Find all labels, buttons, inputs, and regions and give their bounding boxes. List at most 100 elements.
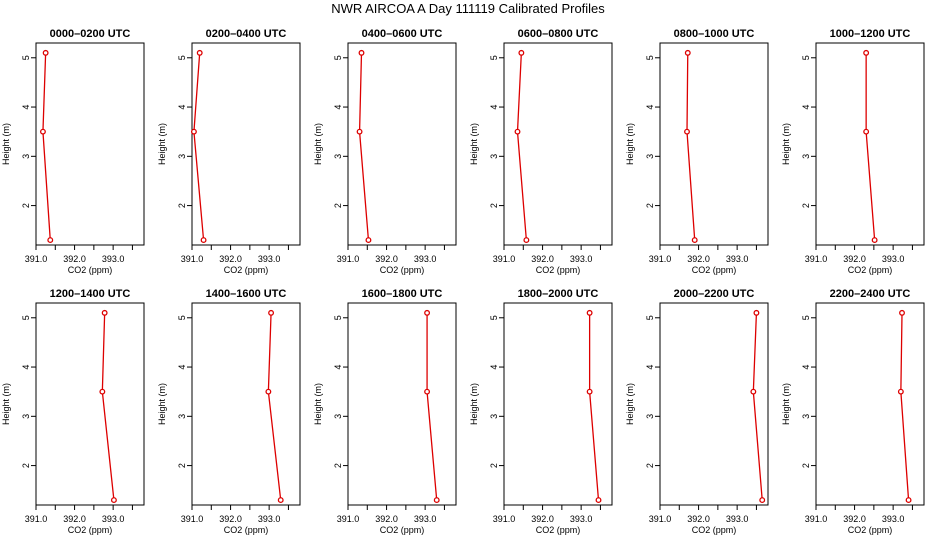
y-tick-label: 2 [333,463,343,468]
y-tick-label: 2 [21,203,31,208]
x-tick-label: 391.0 [181,254,204,264]
x-axis-label: CO2 (ppm) [224,265,269,275]
y-tick-label: 3 [177,154,187,159]
profile-panel: 1000–1200 UTC 391.0 392.0 393.0 2 3 4 5 CO2 (ppm… [781,28,925,275]
profile-line [42,52,51,241]
data-point [514,128,521,135]
data-point [684,49,691,56]
y-tick-label: 5 [333,55,343,60]
x-axis-label: CO2 (ppm) [848,525,893,535]
x-axis-label: CO2 (ppm) [68,525,113,535]
data-point [358,49,365,56]
profile-panel: 2000–2200 UTC 391.0 392.0 393.0 2 3 4 5 CO2 (ppm… [625,288,769,535]
x-axis-label: CO2 (ppm) [536,525,581,535]
y-tick-label: 3 [21,154,31,159]
y-axis-label: Height (m) [625,383,635,425]
panel-title: 2000–2200 UTC [674,288,755,300]
profile-line [358,52,370,241]
data-point [356,128,363,135]
x-tick-label: 393.0 [414,514,437,524]
x-tick-label: 393.0 [258,254,281,264]
panel-title: 2200–2400 UTC [830,288,911,300]
x-tick-label: 392.0 [843,514,866,524]
y-tick-label: 3 [645,154,655,159]
data-point [518,49,525,56]
data-point [190,128,197,135]
x-tick-label: 392.0 [219,514,242,524]
data-point [863,128,870,135]
panel-title: 1000–1200 UTC [830,28,911,40]
x-tick-label: 393.0 [882,254,905,264]
profile-panel: 1200–1400 UTC 391.0 392.0 393.0 2 3 4 5 CO2 (ppm… [1,288,145,535]
y-tick-label: 3 [333,154,343,159]
data-point [268,309,275,316]
data-point [759,497,766,504]
x-axis-label: CO2 (ppm) [692,265,737,275]
data-point [99,388,106,395]
y-tick-label: 5 [333,315,343,320]
x-tick-label: 391.0 [181,514,204,524]
x-axis-label: CO2 (ppm) [692,525,737,535]
y-tick-label: 5 [21,55,31,60]
y-tick-label: 2 [489,203,499,208]
plot-frame [659,302,769,506]
data-point [277,497,284,504]
x-tick-label: 391.0 [649,514,672,524]
profile-line [686,52,696,241]
data-point [595,497,602,504]
x-axis-label: CO2 (ppm) [848,265,893,275]
data-point [753,309,760,316]
x-tick-label: 393.0 [726,514,749,524]
data-point [42,49,49,56]
data-point [523,237,530,244]
x-tick-label: 393.0 [570,254,593,264]
y-tick-label: 5 [489,55,499,60]
x-tick-label: 392.0 [375,254,398,264]
profile-panel: 1400–1600 UTC 391.0 392.0 393.0 2 3 4 5 CO2 (ppm… [157,288,301,535]
y-tick-label: 4 [177,365,187,370]
profile-line [588,312,600,501]
y-axis-label: Height (m) [1,123,11,165]
profile-line [267,312,282,501]
x-tick-label: 393.0 [570,514,593,524]
x-axis-label: CO2 (ppm) [380,525,425,535]
x-tick-label: 392.0 [843,254,866,264]
profile-line [900,312,910,501]
y-tick-label: 3 [489,414,499,419]
plot-frame [659,42,769,246]
x-tick-label: 392.0 [219,254,242,264]
data-point [750,388,757,395]
y-tick-label: 5 [645,315,655,320]
y-tick-label: 4 [21,365,31,370]
x-tick-label: 391.0 [493,254,516,264]
y-tick-label: 5 [21,315,31,320]
y-tick-label: 3 [645,414,655,419]
y-axis-label: Height (m) [157,383,167,425]
profile-line [865,52,876,241]
panel-title: 0800–1000 UTC [674,28,755,40]
y-tick-label: 5 [177,55,187,60]
plot-frame [35,302,145,506]
profile-panel: 1600–1800 UTC 391.0 392.0 393.0 2 3 4 5 CO2 (ppm… [313,288,457,535]
x-tick-label: 392.0 [63,254,86,264]
panel-title: 1600–1800 UTC [362,288,443,300]
y-tick-label: 4 [333,105,343,110]
y-tick-label: 3 [801,154,811,159]
y-tick-label: 4 [645,365,655,370]
y-tick-label: 2 [801,203,811,208]
x-tick-label: 393.0 [102,514,125,524]
y-tick-label: 3 [489,154,499,159]
plot-frame [347,302,457,506]
x-tick-label: 391.0 [25,254,48,264]
data-point [897,388,904,395]
y-axis-label: Height (m) [781,123,791,165]
y-tick-label: 4 [21,105,31,110]
data-point [200,237,207,244]
y-tick-label: 5 [177,315,187,320]
x-tick-label: 393.0 [102,254,125,264]
y-tick-label: 5 [801,55,811,60]
profile-panel: 2200–2400 UTC 391.0 392.0 393.0 2 3 4 5 CO2 (ppm… [781,288,925,535]
y-tick-label: 5 [489,315,499,320]
plot-frame [503,302,613,506]
plot-frame [191,302,301,506]
